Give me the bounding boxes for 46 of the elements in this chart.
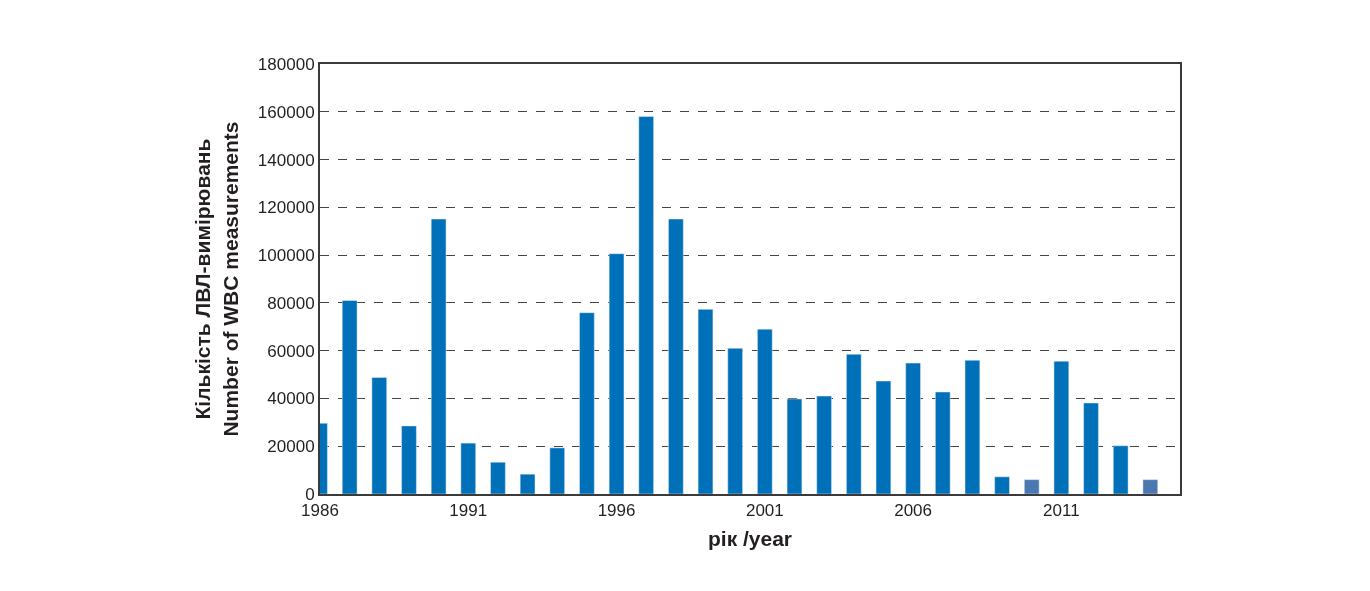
bar [697,309,714,494]
y-tick-label: 160000 [257,102,315,122]
bar [1113,445,1129,494]
y-tick-label: 20000 [267,437,315,457]
y-tick-label: 180000 [257,54,315,74]
y-tick-label: 100000 [257,246,315,266]
y-tick-label: 80000 [267,293,315,313]
bar [549,447,565,494]
bar [579,312,595,494]
bar [1083,402,1099,494]
x-axis-title: рік /year [707,527,793,551]
x-tick-label: 2006 [894,501,933,521]
y-tick-label: 40000 [267,389,315,409]
bar [846,354,862,494]
y-tick-label: 60000 [267,341,315,361]
y-axis-title: Кількість ЛВЛ-вимірювань Number of WBC measurements [191,121,242,437]
bar [964,359,981,494]
y-tick-label: 0 [305,484,315,504]
bar [608,253,625,494]
x-tick-label: 2001 [745,501,784,521]
bar [994,476,1010,494]
x-tick-label: 1996 [597,501,636,521]
x-tick-label: 1986 [301,501,339,521]
bar [905,362,921,494]
bar [490,461,506,494]
bar [430,218,447,494]
bar [1053,360,1070,494]
bar [371,377,387,494]
bar [935,391,951,494]
bar [341,300,358,494]
bar [668,218,684,494]
bar [638,116,654,494]
bar [401,425,417,494]
x-tick-label: 1991 [449,501,488,521]
bar [875,380,892,494]
bar [1024,479,1040,494]
y-tick-label: 120000 [257,198,315,218]
bar [727,348,743,494]
bar [757,328,773,494]
x-tick-label: 2011 [1043,501,1080,521]
y-tick-label: 140000 [257,150,315,170]
bar [519,473,536,494]
bar [816,395,832,494]
bar [460,442,476,494]
bar [1142,479,1159,494]
bar [786,398,803,494]
